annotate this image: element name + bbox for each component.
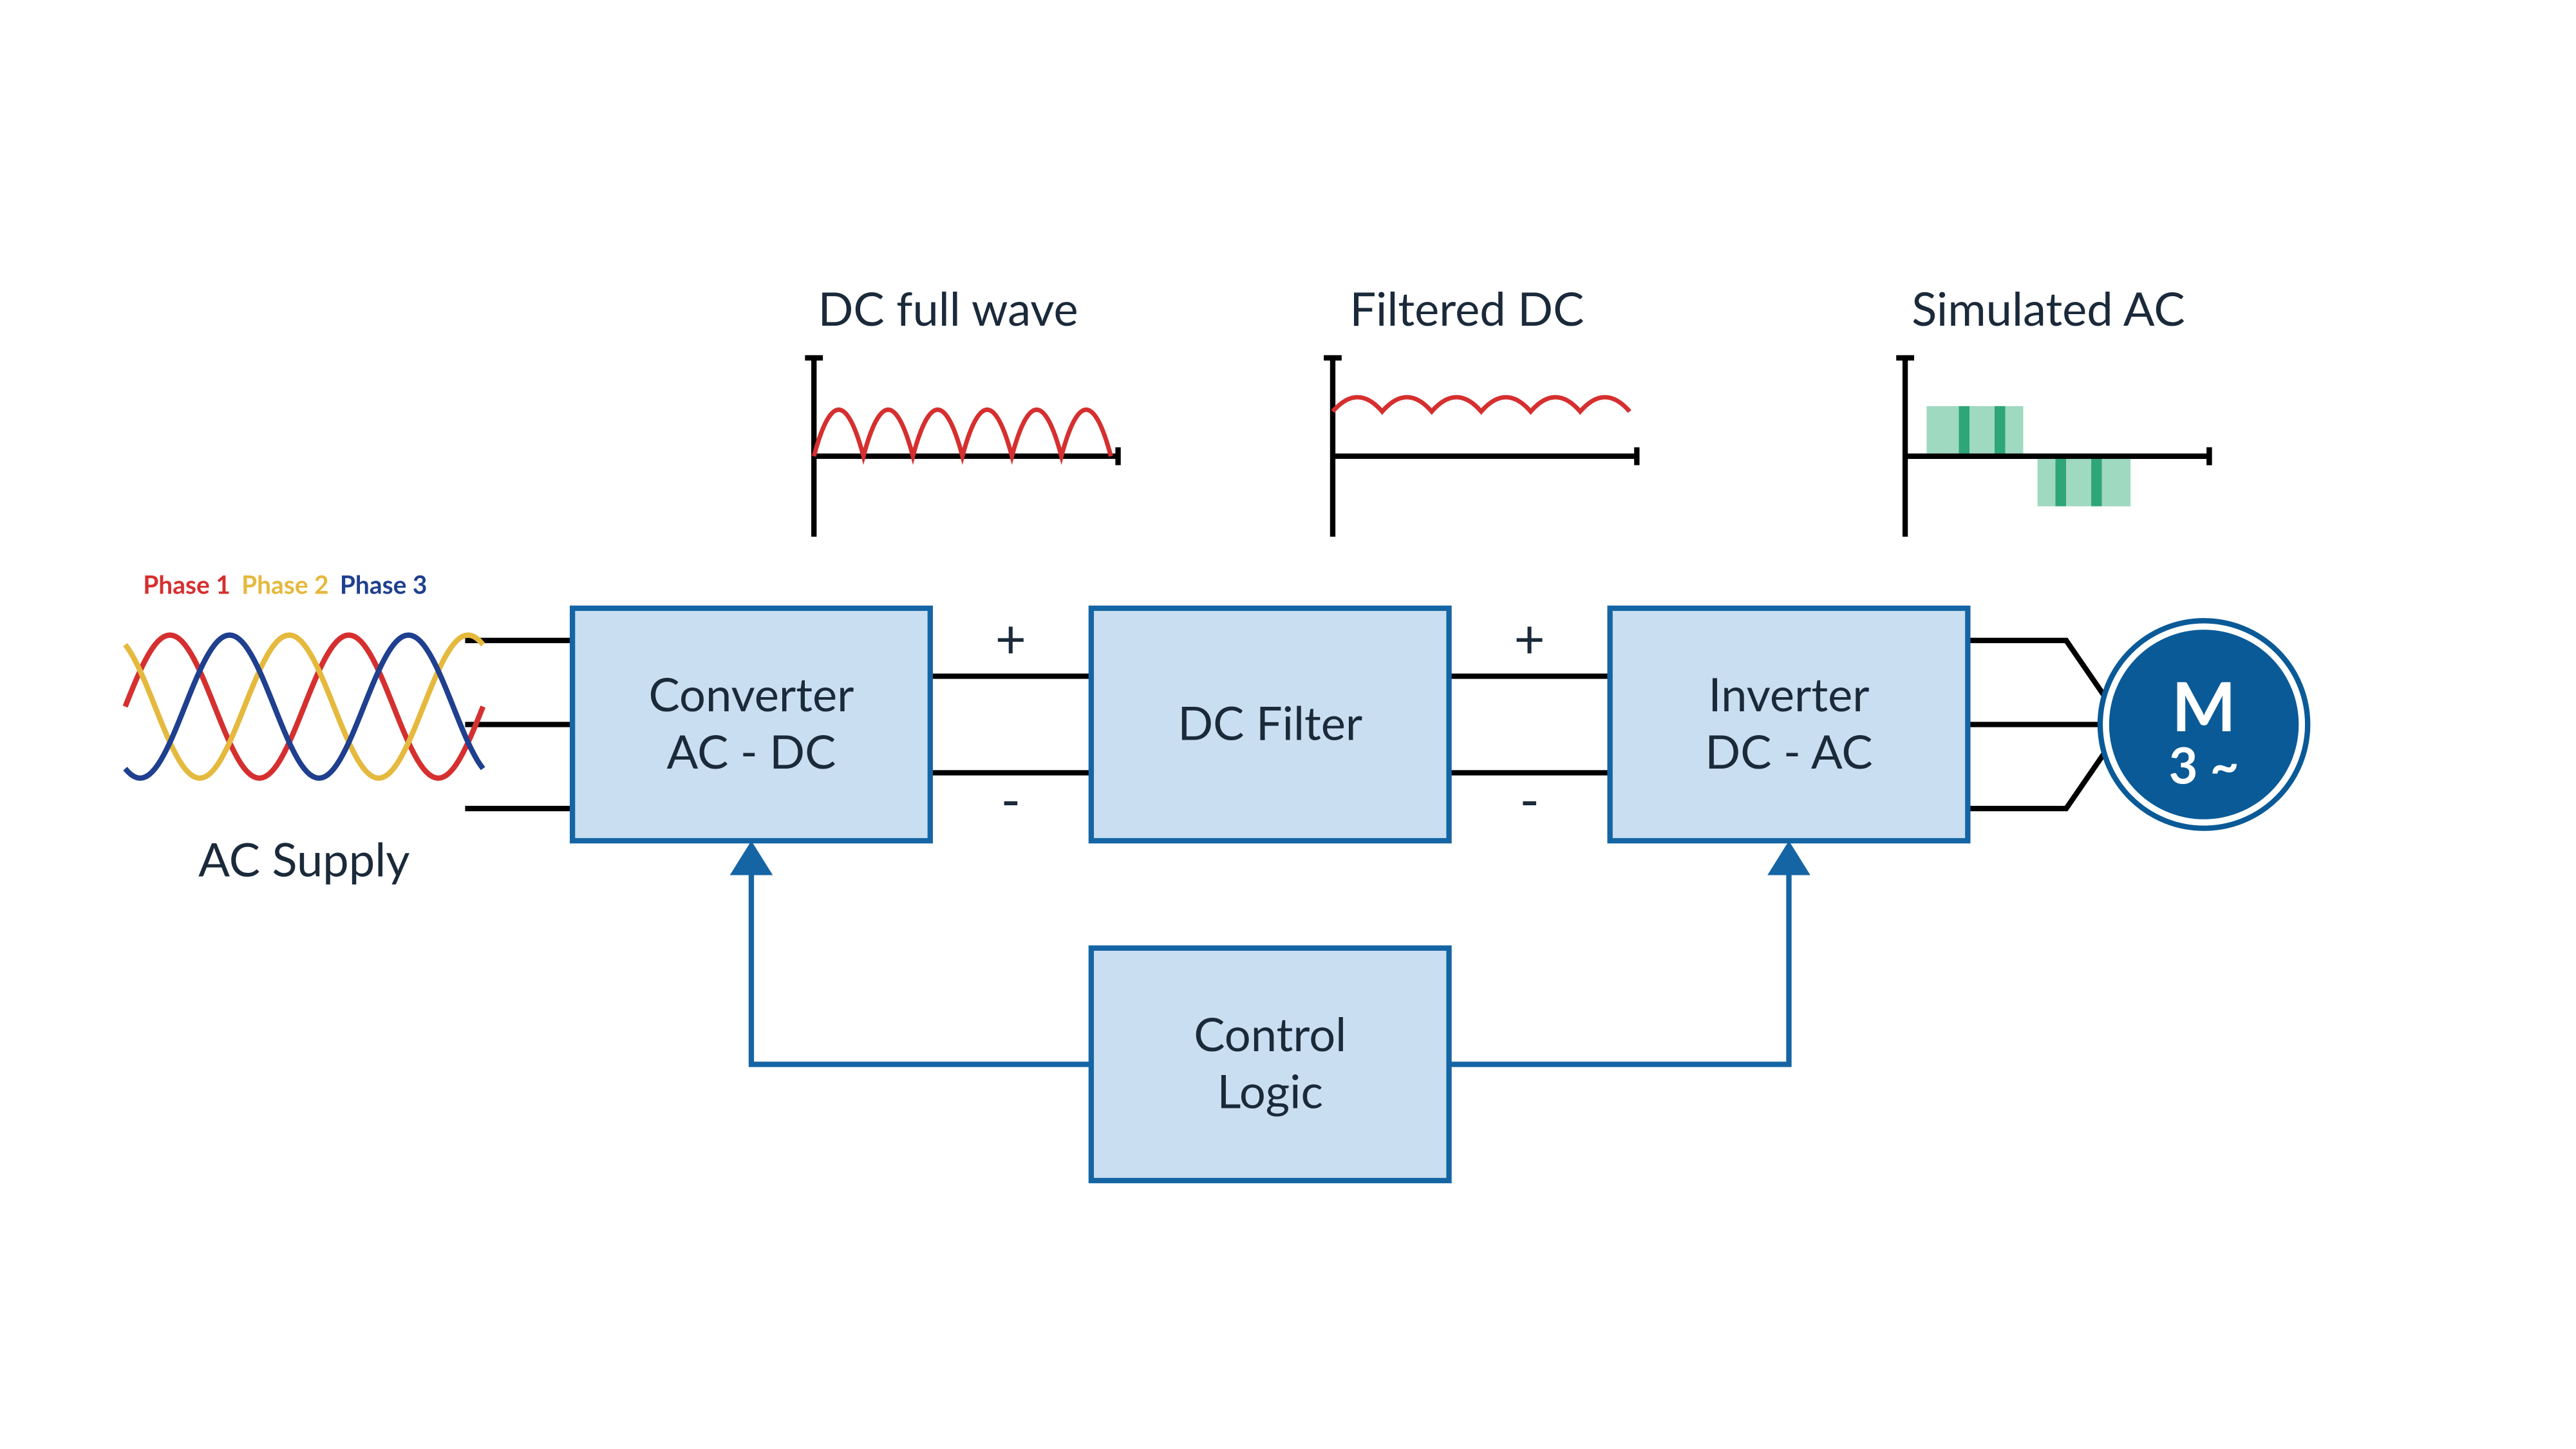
dc-full-wave-plot (805, 358, 1118, 537)
ac-supply-wave: Phase 1 Phase 2 Phase 3 (125, 570, 483, 778)
simulated-ac-plot (1896, 358, 2209, 537)
converter-block: ConverterAC - DC (572, 608, 930, 841)
pwm-neg-bar-4 (2102, 456, 2130, 507)
pwm-pos-bar-3 (1995, 406, 2006, 456)
dc-full-wave-label: DC full wave (818, 281, 1078, 336)
pwm-pos-bar-4 (2006, 406, 2024, 456)
pwm-pos-bar-2 (1970, 406, 1995, 456)
vfd-block-diagram: +-+-ConverterAC - DCDC FilterInverterDC … (0, 0, 2576, 1449)
pwm-neg-bar-2 (2066, 456, 2091, 507)
phase-1-label: Phase 1 (143, 570, 230, 600)
simulated-ac-label: Simulated AC (1912, 281, 2185, 336)
dc-plus-label: + (995, 606, 1026, 670)
phase-2-label: Phase 2 (241, 570, 329, 600)
filtered-dc-plot (1324, 358, 1637, 537)
pwm-neg-bar-3 (2091, 456, 2102, 507)
inverter-label-2: DC - AC (1705, 724, 1872, 779)
ac-supply-label: AC Supply (198, 832, 409, 887)
control-label-2: Logic (1217, 1063, 1323, 1119)
dc-minus-label: - (1519, 767, 1539, 831)
control-label-1: Control (1194, 1006, 1346, 1061)
dc-plus-label: + (1514, 606, 1545, 670)
dcfilter-block: DC Filter (1091, 608, 1449, 841)
inverter-label-1: Inverter (1708, 666, 1869, 722)
ac-output-wire-3 (1968, 754, 2103, 809)
control-to-inverter-line (1449, 862, 1789, 1064)
filtered-dc-label: Filtered DC (1349, 281, 1584, 336)
control-block: ControlLogic (1091, 948, 1449, 1181)
converter-label-1: Converter (649, 666, 854, 722)
dc-minus-label: - (1001, 767, 1020, 831)
motor-label-3phase: 3 ~ (2169, 734, 2239, 795)
motor-symbol: M3 ~ (2100, 621, 2308, 828)
control-to-inverter-arrow (1767, 841, 1810, 875)
ac-output-wire-1 (1968, 640, 2103, 695)
pwm-pos-bar-1 (1959, 406, 1970, 456)
phase-3-label: Phase 3 (340, 570, 428, 600)
converter-label-2: AC - DC (667, 724, 836, 779)
dcfilter-label: DC Filter (1178, 695, 1362, 750)
control-to-converter-arrow (730, 841, 773, 875)
inverter-block: InverterDC - AC (1610, 608, 1968, 841)
pwm-neg-bar-1 (2055, 456, 2066, 507)
control-to-converter-line (751, 862, 1091, 1064)
pwm-neg-bar-0 (2038, 456, 2056, 507)
pwm-pos-bar-0 (1926, 406, 1959, 456)
